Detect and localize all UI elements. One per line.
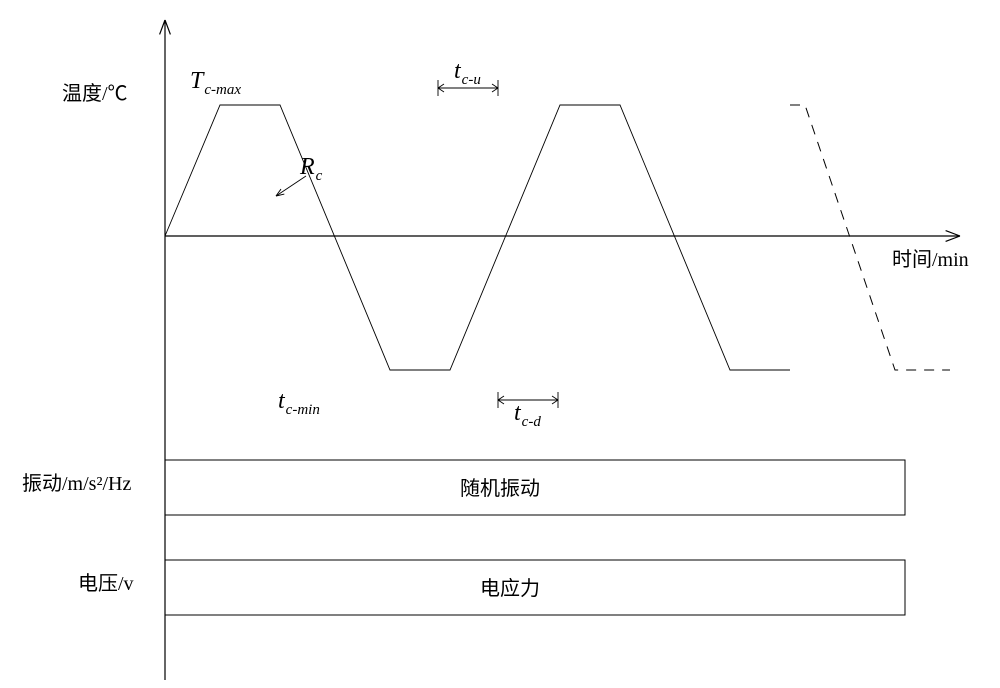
label-tcmax: Tc-max: [190, 68, 241, 98]
dim-tcu: tc-u: [438, 58, 498, 96]
box-voltage-label: 电应力: [480, 577, 540, 600]
label-tcmin: tc-min: [278, 388, 320, 418]
svg-text:tc-u: tc-u: [454, 58, 481, 88]
box-voltage: 电应力: [165, 560, 905, 615]
axes: [160, 20, 960, 680]
box-vibration: 随机振动: [165, 460, 905, 515]
svg-text:tc-d: tc-d: [514, 400, 541, 430]
label-temp: 温度/℃: [62, 82, 128, 105]
temperature-waveform: [165, 105, 950, 370]
annotations: Tc-max Rc tc-min tc-u tc-d: [190, 58, 558, 430]
box-vibration-label: 随机振动: [460, 477, 540, 500]
dim-tcd: tc-d: [498, 392, 558, 430]
label-rc: Rc: [299, 154, 323, 184]
axis-labels: 温度/℃ 时间/min 振动/m/s²/Hz 电压/v: [22, 82, 969, 595]
label-volt: 电压/v: [78, 572, 134, 595]
label-time: 时间/min: [892, 248, 969, 271]
label-vib: 振动/m/s²/Hz: [22, 472, 131, 495]
